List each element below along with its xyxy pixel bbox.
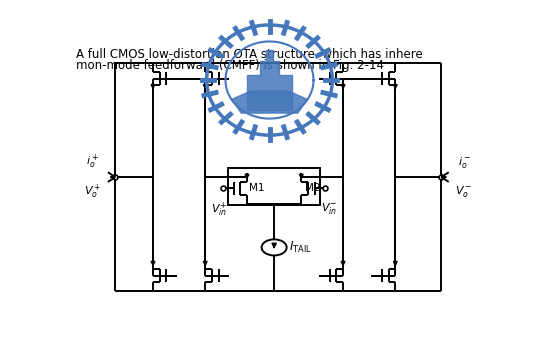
Text: $V_o^-$: $V_o^-$ (455, 184, 473, 199)
Text: $V_{in}^{+}$: $V_{in}^{+}$ (211, 200, 227, 219)
Text: $I_{\mathrm{TAIL}}$: $I_{\mathrm{TAIL}}$ (289, 240, 312, 255)
Text: mon-mode feedforward (CMFF) is shown in Fig. 2-14: mon-mode feedforward (CMFF) is shown in … (75, 59, 384, 72)
Text: $i_o^-$: $i_o^-$ (458, 155, 471, 170)
Text: A full CMOS low-distortion OTA structure, which has inhere: A full CMOS low-distortion OTA structure… (75, 48, 423, 62)
Text: $V_{in}^{-}$: $V_{in}^{-}$ (321, 200, 337, 215)
Text: M2: M2 (305, 183, 320, 193)
Text: M1: M1 (249, 183, 265, 193)
Polygon shape (247, 50, 292, 110)
Text: $i_o^+$: $i_o^+$ (86, 153, 99, 172)
Polygon shape (232, 91, 307, 113)
Bar (228, 168, 320, 205)
Text: $V_o^+$: $V_o^+$ (84, 183, 101, 201)
